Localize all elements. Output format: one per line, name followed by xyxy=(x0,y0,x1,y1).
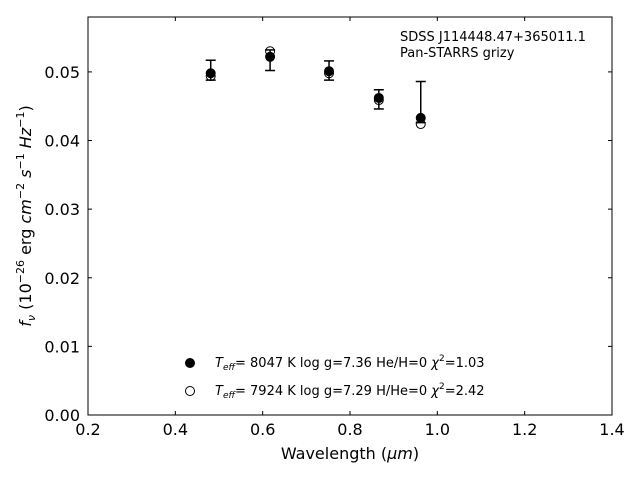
y-tick-label: 0.04 xyxy=(44,132,80,151)
y-tick-label: 0.05 xyxy=(44,63,80,82)
y-tick-label: 0.00 xyxy=(44,406,80,425)
y-axis-label: fν (10−26 erg cm−2 s−1 Hz−1) xyxy=(14,105,38,326)
x-axis-label: Wavelength (μm) xyxy=(281,444,419,463)
point-model-filled xyxy=(373,92,384,103)
y-tick-label: 0.02 xyxy=(44,269,80,288)
points-group xyxy=(205,46,426,130)
legend-marker-filled xyxy=(185,358,195,368)
annotation-line-2: Pan-STARRS grizy xyxy=(400,46,515,61)
errorbars-group xyxy=(205,49,426,124)
point-model-filled xyxy=(265,51,276,62)
ticks-group: 0.2 0.4 0.6 0.8 1.0 1.2 1.4 0.00 0.01 0.02 0.03 0.0… xyxy=(44,17,625,439)
x-tick-label: 1.0 xyxy=(425,420,450,439)
x-tick-label: 1.2 xyxy=(512,420,537,439)
y-tick-label: 0.03 xyxy=(44,200,80,219)
point-model-filled xyxy=(205,68,216,79)
x-tick-label: 0.4 xyxy=(163,420,188,439)
x-tick-label: 0.6 xyxy=(250,420,275,439)
point-model-filled xyxy=(324,66,335,77)
point-model-filled xyxy=(415,112,426,123)
annotation-line-1: SDSS J114448.47+365011.1 xyxy=(400,30,586,45)
legend-marker-open xyxy=(185,386,195,396)
x-tick-label: 0.8 xyxy=(337,420,362,439)
legend: Teff= 8047 K log g=7.36 He/H=0 χ2=1.03 T… xyxy=(185,354,485,401)
x-tick-label: 1.4 xyxy=(599,420,624,439)
y-tick-label: 0.01 xyxy=(44,337,80,356)
legend-entry-2: Teff= 7924 K log g=7.29 H/He=0 χ2=2.42 xyxy=(215,382,485,401)
x-tick-label: 0.2 xyxy=(75,420,100,439)
legend-entry-1: Teff= 8047 K log g=7.36 He/H=0 χ2=1.03 xyxy=(215,354,485,373)
